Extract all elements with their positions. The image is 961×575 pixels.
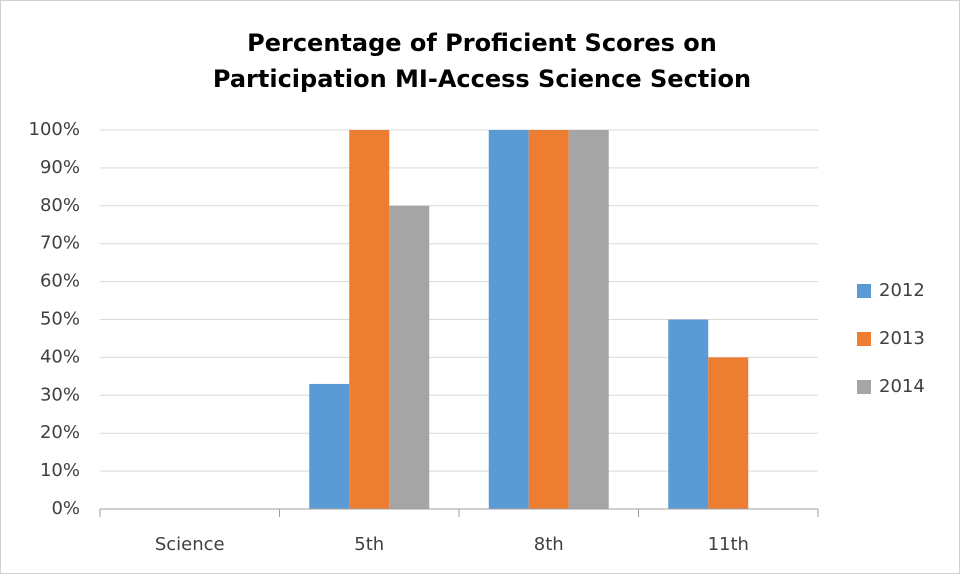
bar bbox=[488, 130, 529, 509]
y-tick-label: 70% bbox=[40, 233, 80, 254]
x-tick-label: 11th bbox=[708, 534, 749, 555]
bar bbox=[309, 383, 350, 509]
y-tick-label: 60% bbox=[40, 271, 80, 292]
y-tick-label: 80% bbox=[40, 195, 80, 216]
y-tick-label: 30% bbox=[40, 384, 80, 405]
legend-swatch bbox=[857, 380, 871, 394]
y-tick-label: 100% bbox=[29, 119, 80, 140]
legend-label: 2014 bbox=[879, 376, 925, 397]
y-tick-label: 50% bbox=[40, 309, 80, 330]
y-tick-label: 20% bbox=[40, 422, 80, 443]
bar bbox=[389, 205, 430, 510]
y-tick-label: 90% bbox=[40, 157, 80, 178]
x-tick-label: Science bbox=[155, 534, 225, 555]
y-tick-label: 40% bbox=[40, 346, 80, 367]
y-tick-label: 10% bbox=[40, 460, 80, 481]
y-tick-label: 0% bbox=[51, 498, 80, 519]
legend-label: 2013 bbox=[879, 328, 925, 349]
chart-title: Percentage of Proficient Scores on bbox=[247, 29, 717, 57]
legend-label: 2012 bbox=[879, 280, 925, 301]
bar bbox=[349, 130, 390, 509]
legend-swatch bbox=[857, 284, 871, 298]
bar bbox=[568, 130, 609, 509]
bar bbox=[668, 319, 709, 509]
x-tick-label: 8th bbox=[534, 534, 564, 555]
bar bbox=[708, 357, 749, 509]
bar bbox=[528, 130, 569, 509]
x-tick-label: 5th bbox=[354, 534, 384, 555]
chart-title: Participation MI-Access Science Section bbox=[213, 65, 751, 93]
legend-swatch bbox=[857, 332, 871, 346]
